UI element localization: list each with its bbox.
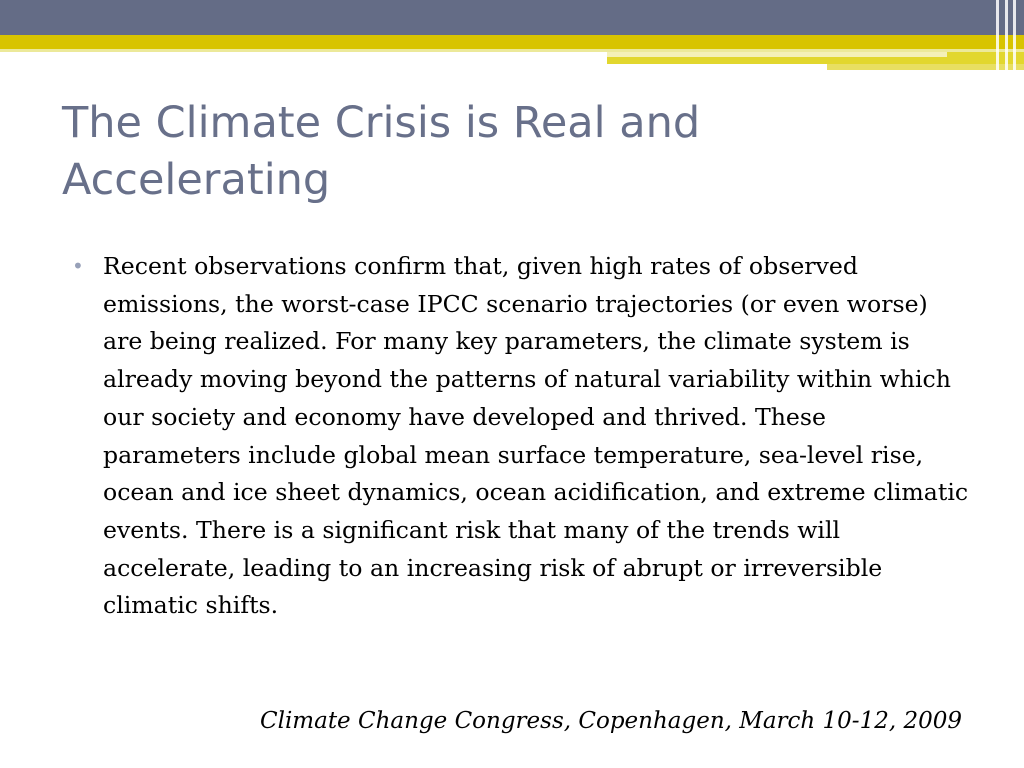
- header-band-gold-light: [0, 49, 1024, 52]
- header-band-slate: [0, 0, 1024, 35]
- citation: Climate Change Congress, Copenhagen, Mar…: [259, 708, 962, 734]
- bullet-icon: •: [72, 254, 84, 278]
- header-band-gold-step-lower: [827, 64, 1024, 70]
- body-list-item: • Recent observations confirm that, give…: [72, 248, 972, 625]
- header-stripe: [1013, 0, 1016, 70]
- slide-title: The Climate Crisis is Real and Accelerat…: [62, 98, 701, 205]
- header-stripe: [996, 0, 999, 70]
- body-list: • Recent observations confirm that, give…: [72, 248, 972, 625]
- header-stripe: [1005, 0, 1008, 70]
- body-paragraph: Recent observations confirm that, given …: [103, 252, 969, 620]
- header-band-gold: [0, 35, 1024, 49]
- header-band-gold-step-highlight: [607, 52, 947, 57]
